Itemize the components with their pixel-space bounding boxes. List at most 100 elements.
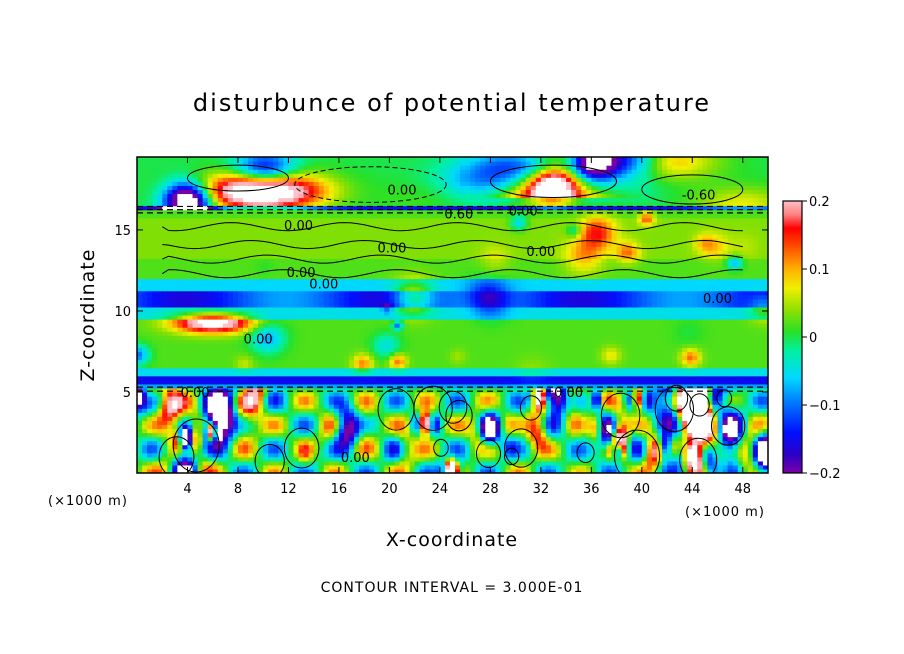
heatmap-cell (237, 197, 244, 203)
heatmap-cell (212, 193, 219, 199)
heatmap-cell (182, 282, 189, 288)
heatmap-cell (298, 424, 305, 430)
heatmap-cell (374, 209, 380, 215)
heatmap-cell (394, 197, 401, 203)
heatmap-cell (303, 278, 310, 284)
heatmap-cell (303, 355, 310, 361)
heatmap-cell (343, 420, 350, 425)
heatmap-cell (147, 391, 153, 397)
heatmap-cell (157, 173, 163, 178)
heatmap-cell (258, 468, 264, 473)
heatmap-cell (162, 197, 168, 203)
heatmap-cell (333, 193, 340, 199)
heatmap-cell (142, 274, 148, 280)
heatmap-cell (444, 262, 451, 267)
heatmap-cell (227, 420, 234, 425)
heatmap-cell (202, 327, 209, 332)
heatmap-cell (157, 189, 163, 195)
heatmap-cell (197, 444, 204, 450)
heatmap-cell (449, 213, 456, 219)
heatmap-cell (192, 229, 199, 235)
heatmap-cell (162, 177, 168, 182)
heatmap-cell (177, 327, 184, 332)
heatmap-cell (424, 217, 431, 223)
heatmap-cell (389, 319, 396, 324)
heatmap-cell (298, 157, 305, 162)
heatmap-cell (349, 359, 355, 365)
heatmap-cell (318, 217, 325, 223)
heatmap-cell (409, 193, 416, 199)
heatmap-cell (354, 444, 360, 450)
heatmap-cell (384, 274, 390, 280)
heatmap-cell (364, 319, 370, 324)
heatmap-cell (207, 246, 214, 251)
heatmap-cell (167, 432, 173, 438)
heatmap-cell (429, 367, 436, 373)
heatmap-cell (202, 323, 209, 328)
heatmap-cell (157, 197, 163, 203)
heatmap-cell (303, 274, 310, 280)
heatmap-cell (359, 270, 365, 276)
heatmap-cell (419, 169, 426, 174)
heatmap-cell (379, 233, 385, 239)
heatmap-cell (283, 169, 290, 174)
heatmap-cell (152, 460, 158, 466)
heatmap-cell (343, 286, 350, 292)
heatmap-cell (227, 379, 234, 385)
heatmap-cell (207, 436, 214, 442)
heatmap-cell (359, 367, 365, 373)
heatmap-cell (439, 213, 446, 219)
heatmap-cell (384, 233, 390, 239)
heatmap-cell (232, 238, 239, 243)
heatmap-cell (424, 339, 431, 344)
heatmap-cell (409, 383, 416, 389)
heatmap-cell (343, 464, 350, 470)
heatmap-cell (232, 262, 239, 267)
heatmap-cell (187, 396, 194, 401)
heatmap-cell (333, 205, 340, 211)
heatmap-cell (313, 460, 320, 466)
heatmap-cell (338, 306, 345, 312)
heatmap-cell (278, 205, 284, 211)
heatmap-cell (182, 294, 189, 300)
heatmap-cell (333, 315, 340, 320)
heatmap-cell (258, 440, 264, 446)
heatmap-cell (333, 452, 340, 458)
heatmap-cell (409, 319, 416, 324)
heatmap-cell (152, 302, 158, 308)
heatmap-cell (207, 238, 214, 243)
heatmap-cell (167, 181, 173, 186)
heatmap-cell (404, 169, 411, 174)
heatmap-cell (243, 306, 249, 312)
heatmap-cell (157, 367, 163, 373)
heatmap-cell (369, 233, 375, 239)
heatmap-cell (217, 225, 224, 231)
heatmap-cell (283, 213, 290, 219)
heatmap-cell (369, 290, 375, 296)
heatmap-cell (298, 367, 305, 373)
heatmap-cell (268, 452, 274, 458)
heatmap-cell (384, 189, 390, 195)
heatmap-cell (202, 169, 209, 174)
heatmap-cell (167, 270, 173, 276)
heatmap-cell (429, 331, 436, 336)
heatmap-cell (152, 221, 158, 227)
heatmap-cell (207, 157, 214, 162)
heatmap-cell (349, 225, 355, 231)
heatmap-cell (192, 233, 199, 239)
heatmap-cell (152, 408, 158, 413)
heatmap-cell (409, 229, 416, 235)
heatmap-cell (409, 173, 416, 178)
heatmap-cell (379, 468, 385, 473)
heatmap-cell (389, 432, 396, 438)
heatmap-cell (162, 412, 168, 417)
heatmap-cell (419, 343, 426, 349)
heatmap-cell (404, 201, 411, 207)
heatmap-cell (258, 310, 264, 316)
heatmap-cell (374, 396, 380, 401)
heatmap-cell (253, 165, 259, 170)
heatmap-cell (253, 185, 259, 191)
heatmap-cell (142, 436, 148, 442)
heatmap-cell (197, 375, 204, 381)
heatmap-cell (303, 335, 310, 340)
